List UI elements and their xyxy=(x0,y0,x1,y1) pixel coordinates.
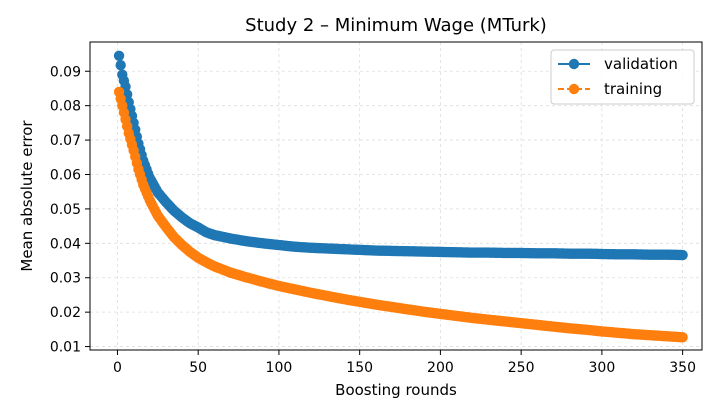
y-tick-label: 0.08 xyxy=(50,99,81,115)
validation-point xyxy=(115,60,126,71)
y-axis-ticks: 0.01 0.02 0.03 0.04 0.05 0.06 0.07 0.08 0.09 xyxy=(50,64,90,356)
y-tick-label: 0.07 xyxy=(50,133,81,149)
validation-point xyxy=(113,50,125,61)
y-axis-label: Mean absolute error xyxy=(18,120,36,272)
x-tick-label: 200 xyxy=(427,360,454,376)
legend-item-training: training xyxy=(558,80,662,98)
x-tick-label: 300 xyxy=(589,360,616,376)
grid-lines xyxy=(90,42,702,350)
x-tick-label: 100 xyxy=(266,360,293,376)
y-tick-label: 0.03 xyxy=(50,271,81,287)
x-axis-label: Boosting rounds xyxy=(335,381,457,399)
legend-label: training xyxy=(604,80,662,98)
legend-marker xyxy=(568,83,580,95)
validation-point xyxy=(677,249,688,261)
x-axis-ticks: 0 50 100 150 200 250 300 350 xyxy=(113,350,696,376)
y-tick-label: 0.05 xyxy=(50,202,81,218)
legend: validation training xyxy=(550,49,695,105)
y-tick-label: 0.01 xyxy=(50,340,81,356)
legend-marker xyxy=(568,58,580,70)
legend-label: validation xyxy=(604,55,678,73)
y-tick-label: 0.04 xyxy=(50,236,81,252)
x-tick-label: 350 xyxy=(669,360,696,376)
chart-title: Study 2 – Minimum Wage (MTurk) xyxy=(245,15,547,36)
y-tick-label: 0.09 xyxy=(50,64,81,80)
y-tick-label: 0.06 xyxy=(50,167,81,183)
plot-frame xyxy=(89,41,703,351)
x-tick-label: 50 xyxy=(189,360,207,376)
x-tick-label: 150 xyxy=(346,360,373,376)
legend-item-validation: validation xyxy=(558,55,678,73)
x-tick-label: 0 xyxy=(113,360,122,376)
x-tick-label: 250 xyxy=(508,360,535,376)
training-line xyxy=(118,91,683,339)
series-training xyxy=(113,86,688,343)
data-series xyxy=(113,50,688,343)
y-tick-label: 0.02 xyxy=(50,305,81,321)
training-point xyxy=(677,332,688,343)
